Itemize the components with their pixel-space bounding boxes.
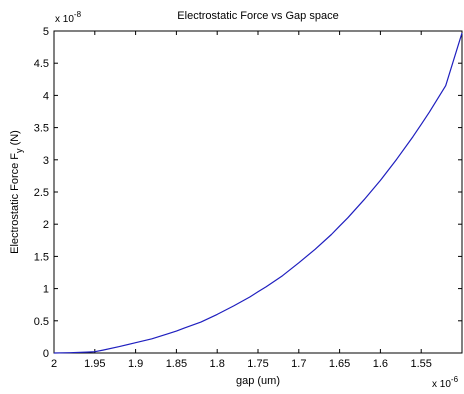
x-tick-label: 1.8	[210, 358, 225, 370]
y-tick-label: 1	[43, 284, 49, 296]
y-axis-label-subscript: y	[14, 148, 24, 153]
y-tick-label: 0	[43, 348, 49, 360]
x-multiplier-exp: -6	[451, 375, 459, 384]
plot-area	[53, 30, 463, 354]
chart-title: Electrostatic Force vs Gap space	[177, 10, 338, 22]
y-multiplier: x 10-8	[55, 10, 82, 25]
x-tick-label: 1.75	[247, 358, 268, 370]
x-multiplier-base: x 10	[432, 379, 451, 390]
x-tick-label: 1.55	[410, 358, 431, 370]
y-tick-label: 5	[43, 26, 49, 38]
x-tick-label: 1.9	[128, 358, 143, 370]
ticks-layer: 2 1.95 1.9 1.85 1.8 1.75 1.7 1.65 1.6 1.5500.511.…	[34, 26, 462, 370]
x-axis-label: gap (um)	[236, 375, 280, 387]
y-axis-label-unit: (N)	[9, 130, 21, 148]
x-tick-label: 1.95	[84, 358, 105, 370]
y-tick-label: 0.5	[34, 316, 49, 328]
y-axis-label-main: Electrostatic Force F	[9, 153, 21, 254]
y-tick-label: 3.5	[34, 123, 49, 135]
y-tick-label: 4	[43, 90, 49, 102]
y-tick-label: 4.5	[34, 58, 49, 70]
y-tick-label: 2	[43, 219, 49, 231]
y-multiplier-exp: -8	[74, 10, 82, 19]
series-layer	[53, 32, 463, 354]
y-tick-label: 1.5	[34, 251, 49, 263]
y-tick-label: 3	[43, 155, 49, 167]
x-tick-label: 2	[51, 358, 57, 370]
series-line	[53, 32, 463, 354]
x-tick-label: 1.65	[329, 358, 350, 370]
y-multiplier-base: x 10	[55, 14, 74, 25]
x-multiplier: x 10-6	[432, 375, 459, 390]
x-tick-label: 1.6	[373, 358, 388, 370]
y-axis-label: Electrostatic Force Fy (N)	[9, 130, 24, 254]
y-tick-label: 2.5	[34, 187, 49, 199]
x-tick-label: 1.7	[291, 358, 306, 370]
x-tick-label: 1.85	[166, 358, 187, 370]
